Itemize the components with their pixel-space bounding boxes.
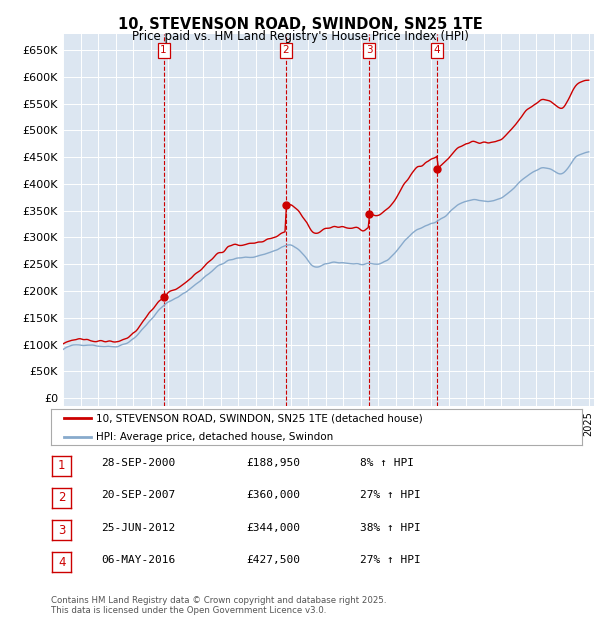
- Text: 2: 2: [283, 45, 289, 55]
- Text: 20-SEP-2007: 20-SEP-2007: [101, 490, 175, 500]
- Text: 3: 3: [58, 524, 65, 536]
- Text: 10, STEVENSON ROAD, SWINDON, SN25 1TE (detached house): 10, STEVENSON ROAD, SWINDON, SN25 1TE (d…: [96, 413, 423, 423]
- Text: HPI: Average price, detached house, Swindon: HPI: Average price, detached house, Swin…: [96, 432, 334, 442]
- Text: 28-SEP-2000: 28-SEP-2000: [101, 458, 175, 468]
- Text: 1: 1: [160, 45, 167, 55]
- Text: 8% ↑ HPI: 8% ↑ HPI: [360, 458, 414, 468]
- Text: 1: 1: [58, 459, 65, 472]
- Text: £188,950: £188,950: [246, 458, 300, 468]
- Text: 27% ↑ HPI: 27% ↑ HPI: [360, 555, 421, 565]
- Text: 38% ↑ HPI: 38% ↑ HPI: [360, 523, 421, 533]
- Text: 10, STEVENSON ROAD, SWINDON, SN25 1TE: 10, STEVENSON ROAD, SWINDON, SN25 1TE: [118, 17, 482, 32]
- Text: £360,000: £360,000: [246, 490, 300, 500]
- Text: Price paid vs. HM Land Registry's House Price Index (HPI): Price paid vs. HM Land Registry's House …: [131, 30, 469, 43]
- Text: Contains HM Land Registry data © Crown copyright and database right 2025.
This d: Contains HM Land Registry data © Crown c…: [51, 596, 386, 615]
- Text: 4: 4: [434, 45, 440, 55]
- Text: 2: 2: [58, 492, 65, 504]
- Text: £344,000: £344,000: [246, 523, 300, 533]
- Text: £427,500: £427,500: [246, 555, 300, 565]
- Text: 3: 3: [366, 45, 373, 55]
- Text: 25-JUN-2012: 25-JUN-2012: [101, 523, 175, 533]
- Text: 06-MAY-2016: 06-MAY-2016: [101, 555, 175, 565]
- Text: 27% ↑ HPI: 27% ↑ HPI: [360, 490, 421, 500]
- Text: 4: 4: [58, 556, 65, 569]
